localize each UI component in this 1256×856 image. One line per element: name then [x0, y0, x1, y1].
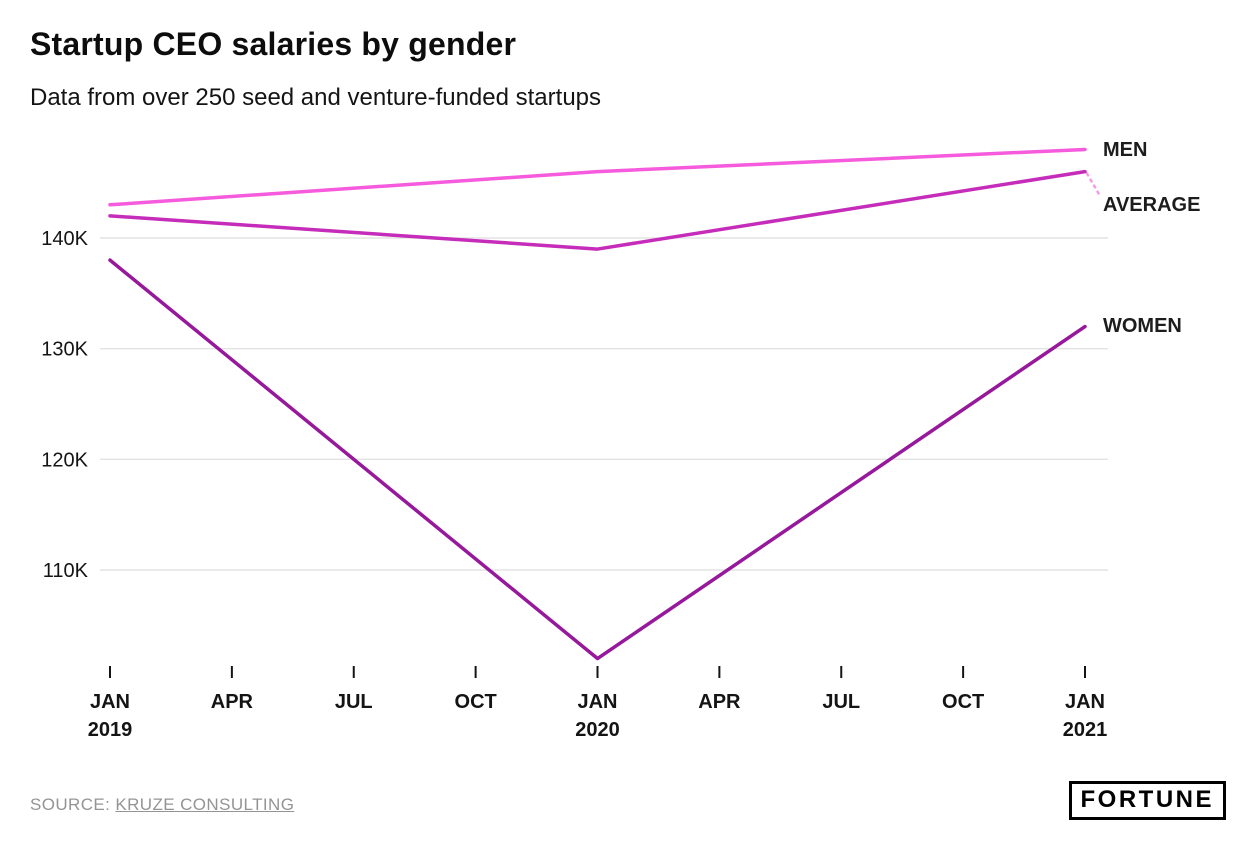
series-line-women — [108, 258, 1087, 661]
x-tick-label: OCT — [454, 691, 497, 713]
x-tick-label: JUL — [822, 691, 861, 713]
series-label-average: AVERAGE — [1103, 193, 1201, 216]
line-chart: 110K 120K 130K 140K — [41, 147, 1108, 678]
series-label-men: MEN — [1103, 139, 1148, 162]
fortune-brand-logo: FORTUNE — [1068, 781, 1226, 820]
source-attribution: SOURCE: KRUZE CONSULTING — [30, 795, 294, 815]
series-line-average — [108, 169, 1087, 251]
y-tick-label: 120K — [41, 449, 88, 471]
x-tick-label: JAN 2019 — [87, 691, 133, 741]
x-tick-label: JUL — [334, 691, 373, 713]
source-link[interactable]: KRUZE CONSULTING — [115, 795, 295, 814]
source-prefix: SOURCE: — [30, 795, 116, 814]
x-tick-label: APR — [698, 691, 741, 713]
series-label-women: WOMEN — [1103, 314, 1182, 337]
x-tick-label: APR — [210, 691, 253, 713]
y-tick-label: 110K — [43, 560, 89, 582]
chart-title: Startup CEO salaries by gender — [30, 26, 517, 62]
chart-subtitle: Data from over 250 seed and venture-fund… — [30, 84, 602, 111]
y-tick-label: 130K — [41, 339, 88, 361]
y-tick-label: 140K — [41, 228, 88, 250]
x-tick-label: JAN 2021 — [1062, 691, 1108, 741]
x-tick-label: JAN 2020 — [575, 691, 620, 741]
series-line-men — [108, 147, 1087, 207]
average-label-connector — [1085, 172, 1103, 199]
x-tick-label: OCT — [942, 691, 985, 713]
